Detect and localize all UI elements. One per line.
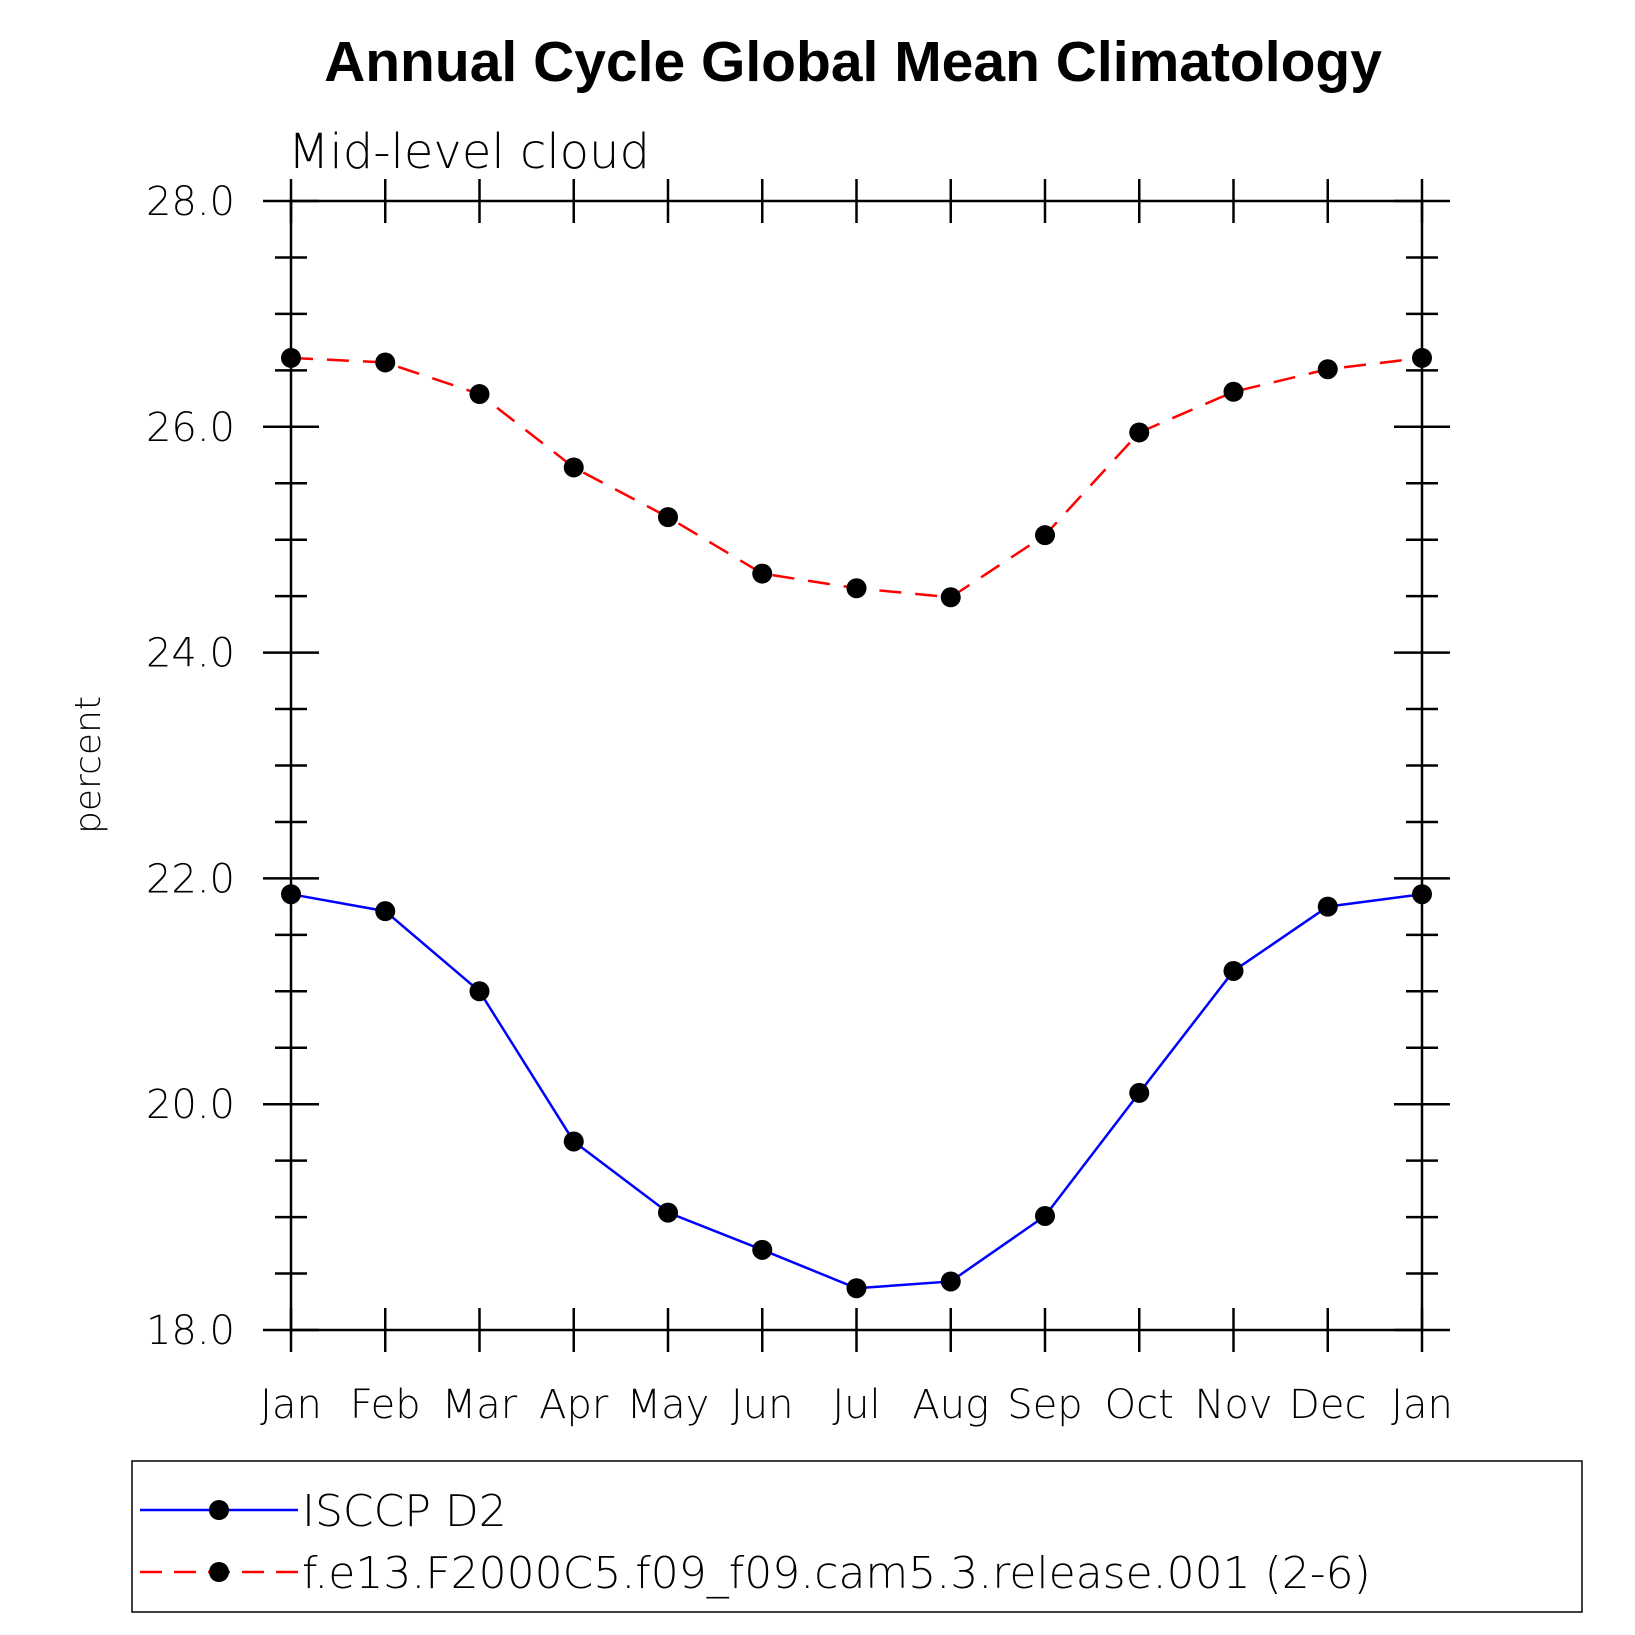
data-point — [563, 1131, 584, 1152]
y-tick-label: 18.0 — [146, 1308, 235, 1354]
data-point — [375, 901, 396, 922]
series-layer — [281, 347, 1432, 1299]
x-tick-label: Aug — [912, 1382, 989, 1428]
x-tick-label: Feb — [350, 1382, 421, 1428]
x-tick-label: Sep — [1007, 1382, 1082, 1428]
chart-subtitle: Mid-level cloud — [288, 124, 650, 180]
x-tick-label: Jun — [731, 1382, 794, 1428]
data-point — [1223, 381, 1244, 402]
data-point — [940, 587, 961, 608]
data-point — [1317, 359, 1338, 380]
x-tick-label: Apr — [539, 1382, 609, 1428]
y-tick-label: 24.0 — [146, 631, 235, 677]
data-point — [1129, 422, 1150, 443]
legend-box — [131, 1460, 1583, 1613]
data-point — [375, 352, 396, 373]
x-tick-label: Jul — [832, 1382, 880, 1428]
data-point — [1035, 525, 1055, 546]
data-point — [1412, 347, 1432, 368]
x-tick-label: Nov — [1194, 1382, 1272, 1428]
y-axis-label: percent — [68, 696, 109, 834]
data-point — [658, 1202, 678, 1223]
data-point — [469, 981, 490, 1002]
data-point — [281, 347, 301, 368]
series-line-1 — [290, 356, 1423, 599]
chart-title: Annual Cycle Global Mean Climatology — [324, 30, 1382, 94]
axes: Jan Feb Mar Apr May Jun Jul Aug Sep Oct Nov Dec Jan 1… — [146, 179, 1453, 1428]
x-tick-label: Mar — [442, 1382, 518, 1428]
data-point — [752, 563, 773, 584]
data-point — [469, 384, 490, 405]
y-tick-label: 26.0 — [146, 405, 235, 451]
y-tick-label: 20.0 — [146, 1082, 235, 1128]
data-point — [1223, 960, 1244, 981]
series-line-0 — [290, 892, 1423, 1290]
y-tick-label: 28.0 — [146, 179, 235, 225]
data-point — [846, 1278, 867, 1299]
data-point — [1412, 884, 1432, 905]
data-point — [1129, 1082, 1150, 1103]
x-tick-label: Dec — [1289, 1382, 1366, 1428]
x-tick-label: Jan — [260, 1382, 322, 1428]
y-tick-label: 22.0 — [146, 856, 235, 902]
data-point — [281, 884, 301, 905]
data-point — [940, 1271, 961, 1292]
data-point — [846, 578, 867, 599]
x-tick-label: May — [627, 1382, 710, 1428]
x-tick-label: Jan — [1391, 1382, 1453, 1428]
data-point — [1317, 896, 1338, 917]
data-point — [1035, 1205, 1055, 1226]
legend-label-0: ISCCP D2 — [302, 1486, 507, 1537]
legend-marker-1 — [209, 1562, 229, 1582]
x-tick-label: Oct — [1105, 1382, 1174, 1428]
data-point — [658, 507, 678, 528]
plot-frame — [289, 199, 1424, 1332]
legend-marker-0 — [209, 1500, 229, 1520]
data-point — [752, 1239, 773, 1260]
data-point — [563, 457, 584, 478]
legend: ISCCP D2 f.e13.F2000C5.f09_f09.cam5.3.rel… — [140, 1486, 1371, 1599]
legend-label-1: f.e13.F2000C5.f09_f09.cam5.3.release.001… — [302, 1548, 1371, 1599]
